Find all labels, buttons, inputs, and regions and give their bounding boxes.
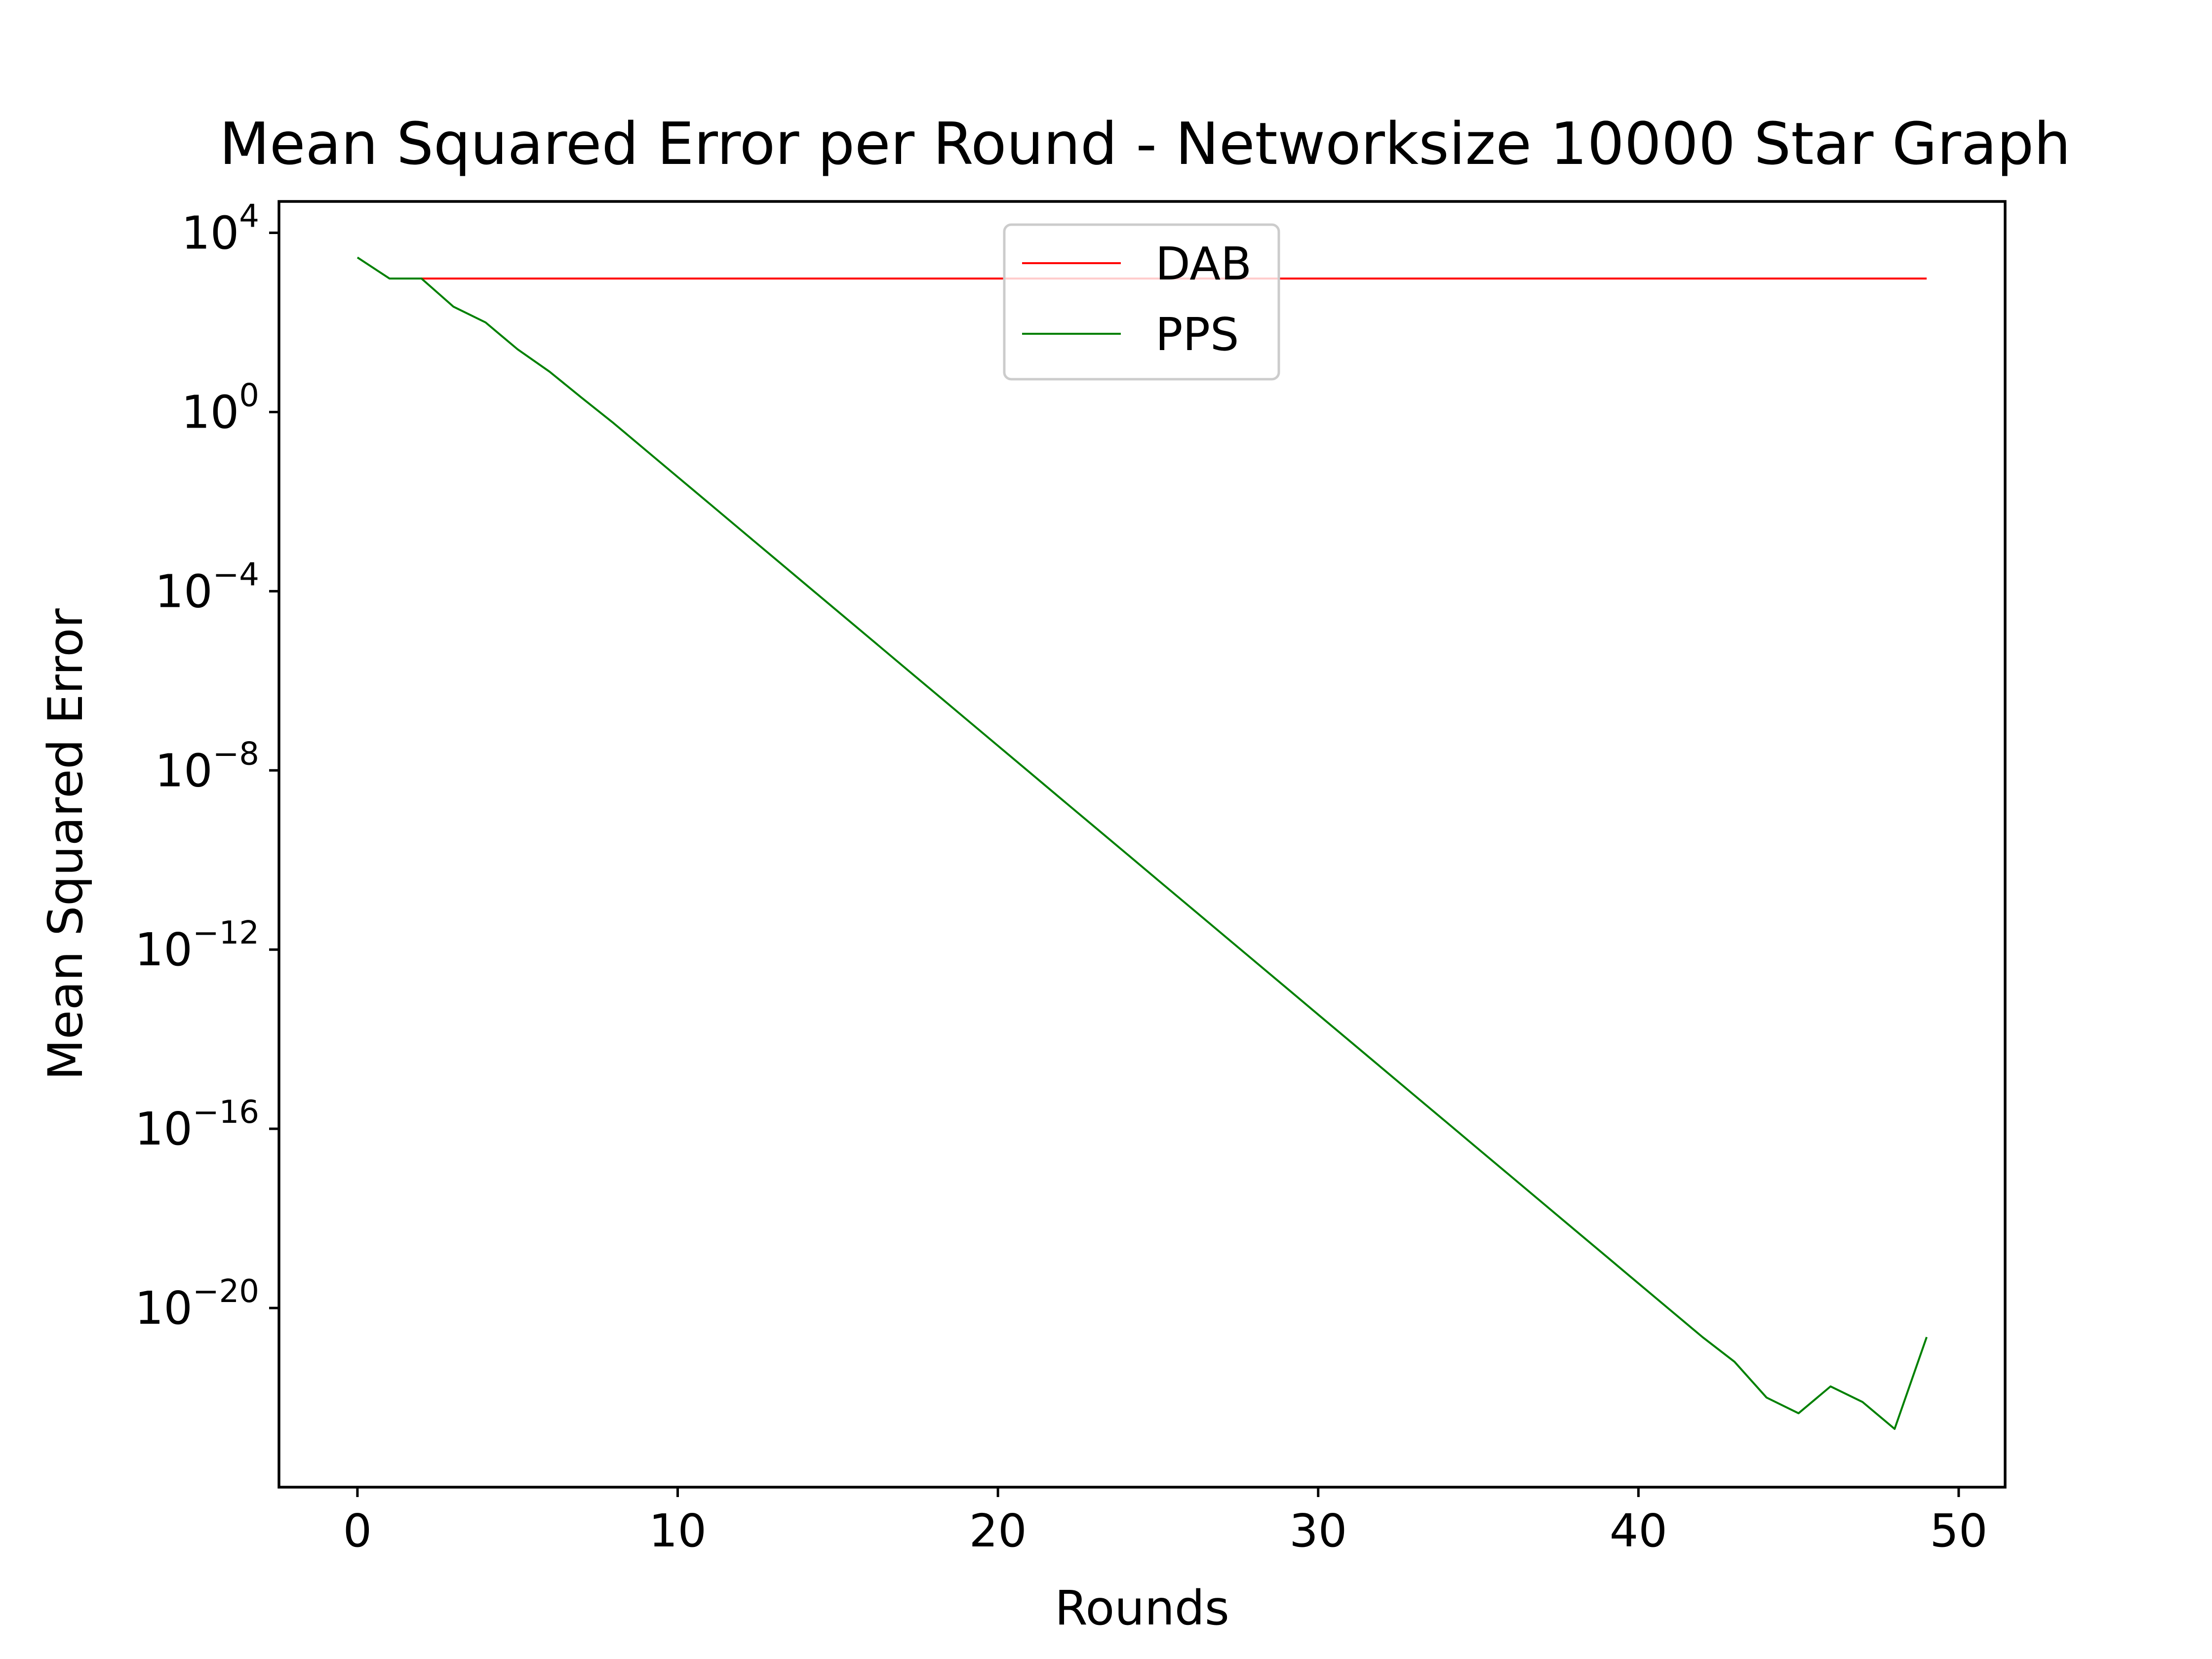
- y-axis: 104 100 10−4 10−8 10−12 10−16 10−20: [135, 198, 279, 1335]
- legend-label-dab: DAB: [1155, 237, 1252, 290]
- y-axis-label: Mean Squared Error: [38, 608, 93, 1080]
- chart-title: Mean Squared Error per Round - Networksi…: [219, 110, 2071, 178]
- y-tick-label: 10−4: [155, 556, 259, 618]
- x-tick-label: 10: [649, 1504, 707, 1557]
- y-tick-label: 10−8: [155, 736, 259, 797]
- x-axis: 0 10 20 30 40 50: [343, 1487, 1987, 1557]
- legend: DAB PPS: [1003, 223, 1280, 381]
- x-tick-label: 40: [1610, 1504, 1667, 1557]
- legend-label-pps: PPS: [1155, 308, 1239, 361]
- y-tick-label: 10−16: [135, 1094, 259, 1155]
- plot-background: [279, 201, 2005, 1487]
- x-tick-label: 0: [343, 1504, 372, 1557]
- plot-area: [277, 200, 2007, 1489]
- x-axis-label: Rounds: [1055, 1580, 1229, 1636]
- x-tick-label: 50: [1930, 1504, 1987, 1557]
- y-tick-label: 10−20: [135, 1273, 259, 1335]
- x-tick-label: 30: [1289, 1504, 1347, 1557]
- x-tick-label: 20: [969, 1504, 1027, 1557]
- axes-frame: [277, 200, 2007, 1489]
- series-line-pps: [356, 256, 1928, 1430]
- y-tick-label: 100: [181, 377, 259, 438]
- y-tick-label: 10−12: [135, 915, 259, 976]
- y-tick-label: 104: [181, 198, 259, 260]
